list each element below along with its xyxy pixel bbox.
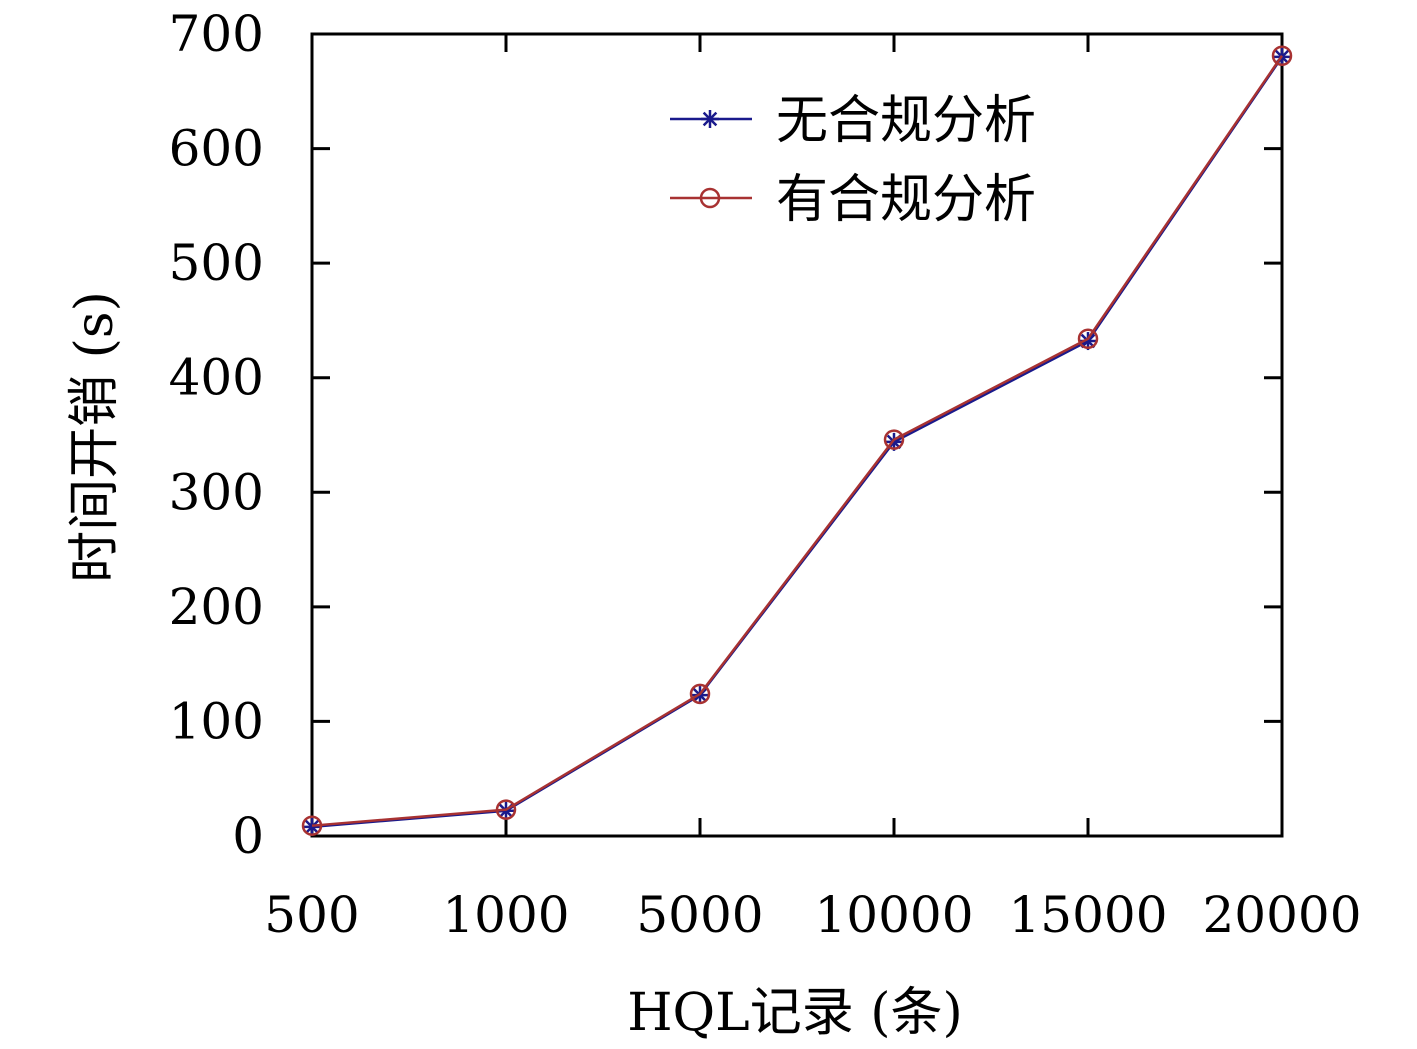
legend-label: 有合规分析 [776, 170, 1036, 230]
plot-border [310, 32, 1284, 838]
x-tick-label: 5000 [636, 886, 763, 944]
x-tick-label: 15000 [1008, 886, 1167, 944]
legend-entry-1: 无合规分析 [670, 91, 1036, 151]
series-2 [301, 45, 1293, 836]
y-tick-label: 600 [169, 120, 264, 178]
data-point [301, 815, 323, 836]
legend-label: 无合规分析 [776, 91, 1036, 151]
y-tick-label: 700 [169, 5, 264, 63]
data-point [1077, 328, 1099, 350]
data-point [303, 817, 321, 836]
y-tick-label: 100 [169, 692, 264, 750]
series-line [311, 55, 1284, 827]
data-point [883, 429, 905, 450]
x-axis-label: HQL记录 (条) [627, 983, 963, 1043]
y-axis-label: 时间开销 (s) [65, 291, 125, 583]
y-tick-label: 500 [169, 234, 264, 292]
data-point [1271, 45, 1293, 67]
x-tick-label: 20000 [1202, 886, 1361, 944]
y-tick-label: 200 [169, 578, 264, 636]
data-point [689, 683, 711, 705]
legend-marker [701, 110, 719, 128]
series-layer [301, 45, 1293, 836]
x-tick-label: 10000 [814, 886, 973, 944]
x-tick-label: 1000 [442, 886, 569, 944]
plot-frame [310, 32, 1284, 838]
y-tick-label: 300 [169, 463, 264, 521]
series-1 [303, 47, 1291, 836]
legend-entry-2: 有合规分析 [670, 170, 1036, 230]
y-tick-label: 400 [169, 349, 264, 407]
y-axis: 0 100 200 300 400 500 600 700 [169, 5, 1282, 865]
x-tick-label: 500 [264, 886, 359, 944]
x-axis: 500 1000 5000 10000 15000 20000 [264, 34, 1362, 944]
legend-marker [699, 187, 721, 209]
data-point [495, 799, 517, 820]
y-tick-label: 0 [232, 807, 264, 865]
